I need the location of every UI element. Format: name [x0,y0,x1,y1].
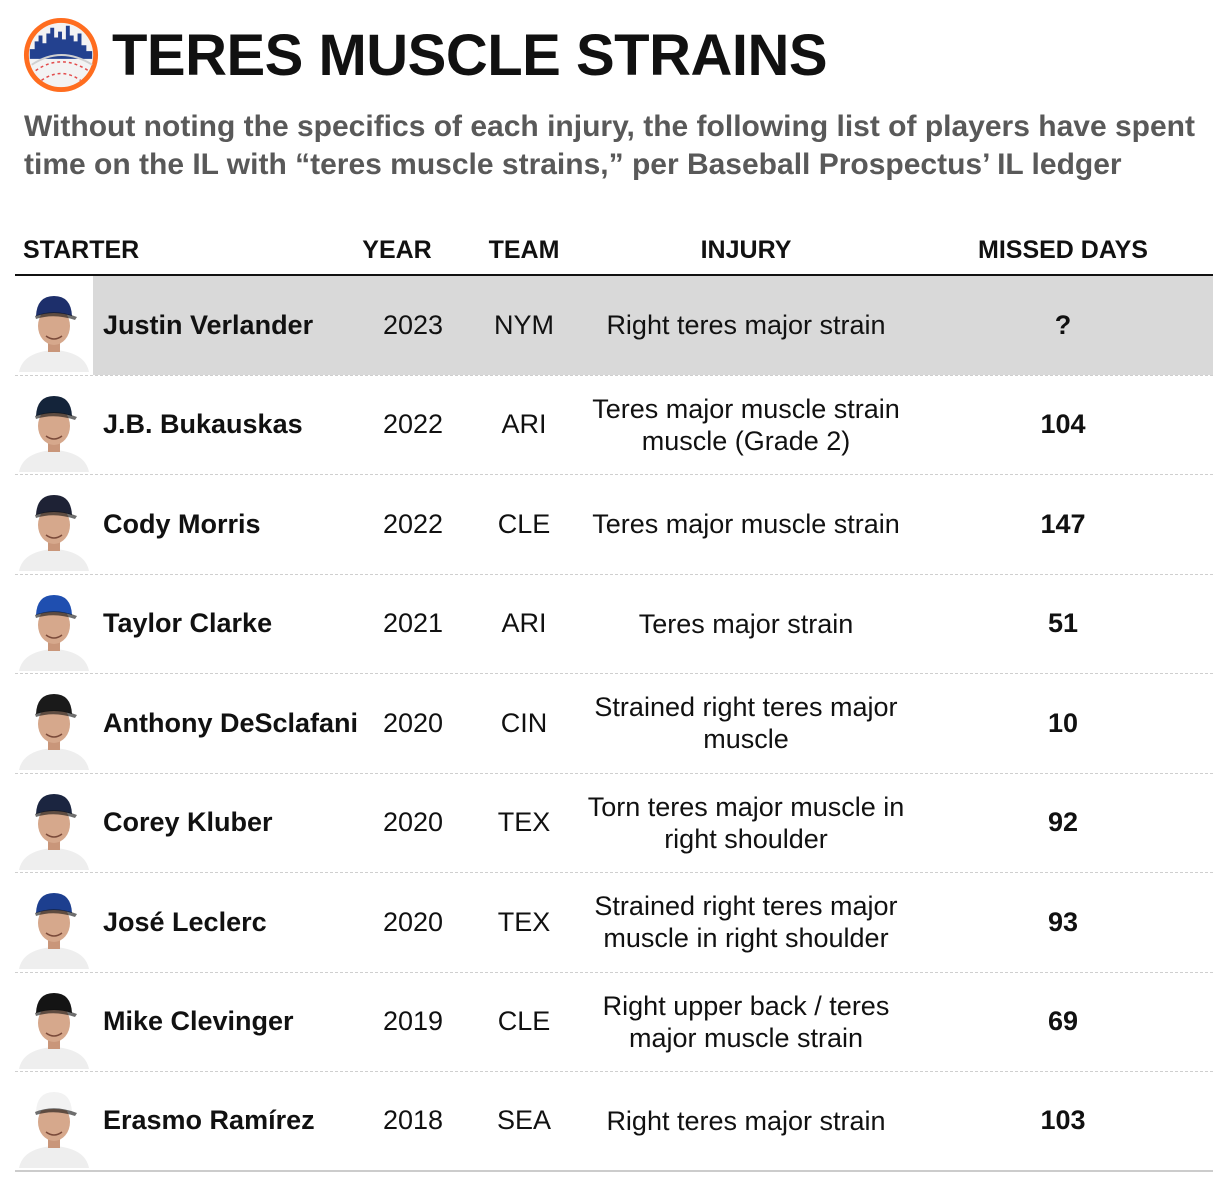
year-cell: 2020 [382,707,444,738]
table-row: Mike Clevinger 2019 CLE Right upper back / … [15,973,1213,1072]
player-name: Cody Morris [103,508,261,539]
player-headshot-icon [15,1082,93,1168]
year-cell: 2020 [382,906,444,937]
player-headshot-icon [15,684,93,770]
year-cell: 2023 [382,309,444,340]
table-row: Cody Morris 2022 CLE Teres major muscle str… [15,475,1213,575]
player-name: Corey Kluber [103,807,273,838]
player-headshot-icon [15,385,93,472]
page-subtitle: Without noting the specifics of each inj… [24,110,1195,181]
missed-days-cell: ? [1054,309,1072,340]
injury-cell: Teres major strain [638,608,854,639]
player-name: J.B. Bukauskas [103,409,303,440]
missed-days-cell: 51 [1047,608,1079,639]
team-cell: SEA [496,1105,552,1136]
column-header-injury: INJURY [700,236,792,264]
mets-skyline-baseball-logo-icon [23,17,99,93]
player-headshot-icon [15,883,93,969]
column-header-starter: STARTER [23,236,140,264]
table-row: Justin Verlander 2023 NYM Right teres major… [15,276,1213,376]
injury-cell: Strained right teres major muscle [594,692,898,755]
missed-days-cell: 103 [1040,1105,1086,1136]
player-headshot-icon [15,982,93,1069]
table-row: Taylor Clarke 2021 ARI Teres major strain 51 [15,575,1213,674]
missed-days-cell: 93 [1047,906,1079,937]
missed-days-cell: 147 [1040,508,1086,539]
missed-days-cell: 92 [1047,807,1079,838]
year-cell: 2022 [382,508,444,539]
table-row: José Leclerc 2020 TEX Strained right teres … [15,873,1213,973]
table-body: Justin Verlander 2023 NYM Right teres major… [15,276,1213,1172]
column-header-missed-days: MISSED DAYS [978,236,1148,264]
player-name: Mike Clevinger [103,1006,294,1037]
year-cell: 2019 [382,1006,444,1037]
injury-cell: Teres major muscle strain [592,509,900,540]
column-header-team: TEAM [488,236,560,264]
table-row: Corey Kluber 2020 TEX Torn teres major musc… [15,774,1213,873]
team-cell: CIN [500,707,548,738]
player-name: Anthony DeSclafani [103,707,359,738]
team-cell: TEX [497,807,551,838]
injury-cell: Right teres major strain [606,1105,886,1136]
missed-days-cell: 10 [1047,707,1079,738]
team-cell: ARI [501,409,547,440]
player-headshot-icon [15,584,93,671]
injury-cell: Right upper back / teres major muscle st… [602,990,890,1053]
missed-days-cell: 69 [1047,1006,1079,1037]
table-row: J.B. Bukauskas 2022 ARI Teres major muscle … [15,376,1213,475]
player-name: José Leclerc [103,906,267,937]
player-name: Erasmo Ramírez [103,1105,315,1136]
year-cell: 2022 [382,409,444,440]
team-cell: CLE [497,508,551,539]
player-headshot-icon [15,286,93,372]
table-row: Anthony DeSclafani 2020 CIN Strained right … [15,674,1213,774]
team-cell: NYM [494,309,554,340]
year-cell: 2018 [382,1105,444,1136]
player-name: Taylor Clarke [103,608,273,639]
team-cell: TEX [497,906,551,937]
injury-cell: Torn teres major muscle in right shoulde… [587,791,905,854]
table-row: Erasmo Ramírez 2018 SEA Right teres major s… [15,1072,1213,1172]
team-cell: CLE [497,1006,551,1037]
missed-days-cell: 104 [1040,409,1086,440]
player-headshot-icon [15,485,93,571]
table-header: STARTER YEAR TEAM INJURY MISSED DAYS [15,226,1213,276]
header: TERES MUSCLE STRAINS [20,14,1220,94]
column-header-year: YEAR [362,236,432,264]
player-headshot-icon [15,783,93,870]
page-title: TERES MUSCLE STRAINS [112,23,828,88]
player-name: Justin Verlander [103,309,314,340]
team-cell: ARI [501,608,547,639]
row-highlight [93,276,1213,375]
injury-cell: Right teres major strain [606,310,886,341]
injury-cell: Teres major muscle strain muscle (Grade … [592,393,900,456]
year-cell: 2020 [382,807,444,838]
year-cell: 2021 [382,608,444,639]
injury-cell: Strained right teres major muscle in rig… [594,891,898,954]
